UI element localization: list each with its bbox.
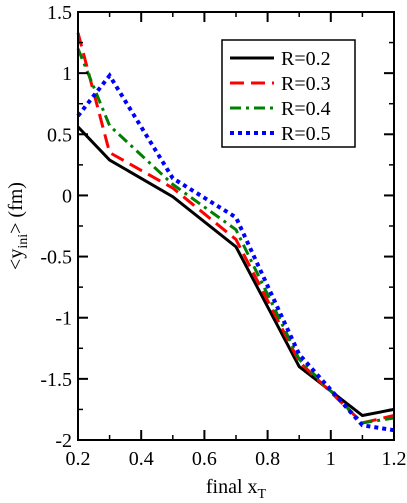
y-tick-label: -1 [55, 308, 72, 330]
y-tick-label: -1.5 [40, 369, 72, 391]
x-axis-label: final xT [206, 476, 267, 502]
legend: R=0.2 R=0.3 R=0.4 R=0.5 [221, 39, 356, 148]
series-line-1 [76, 125, 395, 418]
series-line-2 [76, 32, 395, 425]
y-tick-label: 0.5 [47, 124, 72, 146]
series-layer [76, 32, 395, 433]
y-tick-label: 0 [62, 185, 72, 207]
x-tick-label: 1.2 [382, 448, 407, 470]
legend-label-4: R=0.5 [281, 123, 331, 145]
y-tick-label: 1.5 [47, 2, 72, 24]
y-tick-label: -2 [55, 430, 72, 452]
x-axis-label-subscript: T [258, 487, 267, 502]
legend-label-3: R=0.4 [281, 98, 331, 120]
ticks-layer: 0.2 0.4 0.6 0.8 1 1.2 -2 -1.5 -1 -0.5 0 0.5 1 1.5 [40, 2, 406, 470]
series-line-4 [76, 72, 395, 433]
y-axis-label: <yini> (fm) [5, 182, 31, 270]
y-axis-label-close: > (fm) [5, 182, 27, 234]
y-axis-label-open: <y [5, 249, 27, 270]
y-tick-label: 1 [62, 63, 72, 85]
y-tick-label: -0.5 [40, 247, 72, 269]
legend-label-1: R=0.2 [281, 48, 331, 70]
x-axis-label-main: final x [206, 476, 258, 498]
x-tick-label: 0.2 [66, 448, 91, 470]
x-tick-label: 0.8 [255, 448, 280, 470]
y-axis-label-subscript: ini [16, 234, 31, 249]
legend-label-2: R=0.3 [281, 73, 331, 95]
x-tick-label: 0.4 [129, 448, 154, 470]
x-tick-label: 0.6 [192, 448, 217, 470]
x-tick-label: 1 [326, 448, 336, 470]
